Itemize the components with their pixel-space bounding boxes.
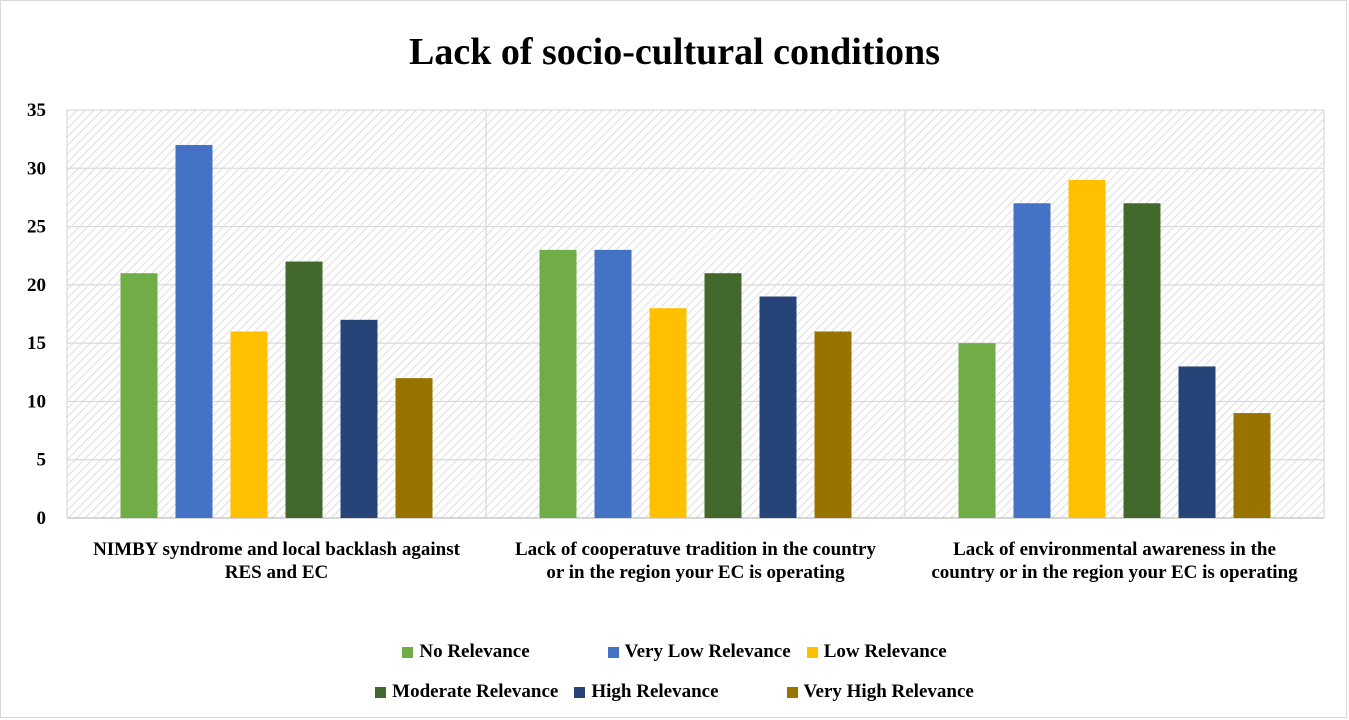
bar (649, 308, 687, 518)
legend-item-high-relevance: High Relevance (574, 681, 719, 703)
legend-label: Moderate Relevance (392, 681, 559, 702)
legend-item-no-relevance: No Relevance (402, 641, 530, 663)
legend-label: Very High Relevance (803, 681, 974, 702)
bar (759, 296, 797, 518)
bar (814, 331, 852, 518)
legend-swatch (786, 686, 798, 698)
y-tick-label: 10 (27, 391, 46, 412)
x-category-label: Lack of cooperatuve tradition in the cou… (515, 539, 876, 583)
bar (230, 331, 268, 518)
bar (285, 261, 323, 518)
y-tick-label: 0 (37, 508, 47, 529)
legend-swatch (806, 646, 818, 658)
y-tick-label: 30 (27, 158, 46, 179)
y-tick-label: 15 (27, 333, 46, 354)
bar (1013, 203, 1051, 518)
y-tick-label: 20 (27, 275, 46, 296)
bar (395, 378, 433, 518)
y-axis-ticks: 0 5 10 15 20 25 30 35 (27, 100, 46, 529)
legend-label: No Relevance (419, 641, 530, 662)
y-tick-label: 35 (27, 100, 46, 121)
legend-item-very-low-relevance: Very Low Relevance (607, 641, 791, 663)
legend-item-moderate-relevance: Moderate Relevance (375, 681, 558, 703)
plot-background (67, 110, 1324, 518)
bar (175, 144, 213, 518)
x-category-label: NIMBY syndrome and local backlash agains… (93, 539, 460, 583)
y-tick-label: 25 (27, 217, 46, 238)
legend-item-very-high-relevance: Very High Relevance (786, 681, 974, 703)
legend-label: Very Low Relevance (624, 641, 791, 662)
legend-label: High Relevance (591, 681, 719, 702)
gridlines (66, 109, 1325, 519)
bar (1233, 413, 1271, 518)
legend-swatch (607, 646, 619, 658)
bar (340, 319, 378, 518)
legend-swatch (574, 686, 586, 698)
bar (704, 273, 742, 518)
legend-item-low-relevance: Low Relevance (806, 641, 947, 663)
bar (1123, 203, 1161, 518)
bar (120, 273, 158, 518)
chart-title: Lack of socio-cultural conditions (409, 31, 940, 73)
bar (594, 249, 632, 518)
bar (539, 249, 577, 518)
legend-swatch (375, 686, 387, 698)
legend-row-1: No Relevance Very Low Relevance Low Rele… (0, 641, 1349, 663)
bars (120, 144, 1271, 518)
legend-row-2: Moderate Relevance High Relevance Very H… (0, 681, 1349, 703)
bar (1178, 366, 1216, 518)
legend-label: Low Relevance (823, 641, 947, 662)
bar (1068, 179, 1106, 518)
x-category-label: Lack of environmental awareness in the c… (931, 539, 1298, 583)
y-tick-label: 5 (37, 450, 47, 471)
legend-swatch (402, 646, 414, 658)
bar (958, 343, 996, 518)
